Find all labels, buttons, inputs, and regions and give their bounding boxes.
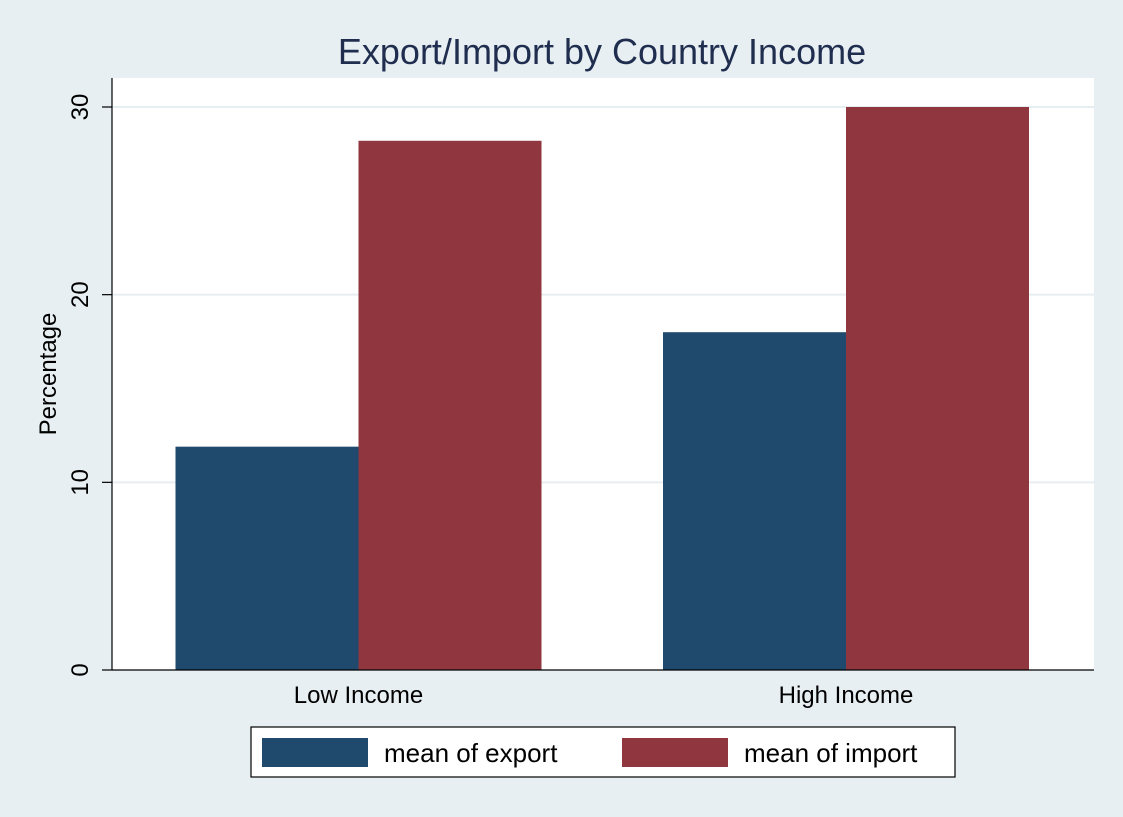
y-tick-label: 20 [67,281,94,308]
y-tick-label: 10 [67,469,94,496]
y-tick-label: 30 [67,94,94,121]
chart-title: Export/Import by Country Income [338,31,866,72]
x-axis-ticks: Low Income High Income [294,682,914,709]
x-tick-label: Low Income [294,682,423,709]
y-tick-label: 0 [67,663,94,676]
bar-mean-of-import-low-income [358,140,542,670]
legend-label: mean of export [384,738,558,768]
legend-swatch-mean-of-import [622,738,728,767]
y-axis-title: Percentage [35,313,62,436]
x-tick-label: High Income [779,682,914,709]
legend-swatch-mean-of-export [262,738,368,767]
bars [175,107,1029,670]
legend: mean of export mean of import [250,726,956,778]
bar-mean-of-export-high-income [663,332,846,670]
legend-label: mean of import [744,738,918,768]
bar-mean-of-export-low-income [175,446,359,670]
legend-box [250,726,956,778]
y-axis-ticks: 0 10 20 30 [67,94,112,677]
bar-mean-of-import-high-income [846,107,1029,670]
